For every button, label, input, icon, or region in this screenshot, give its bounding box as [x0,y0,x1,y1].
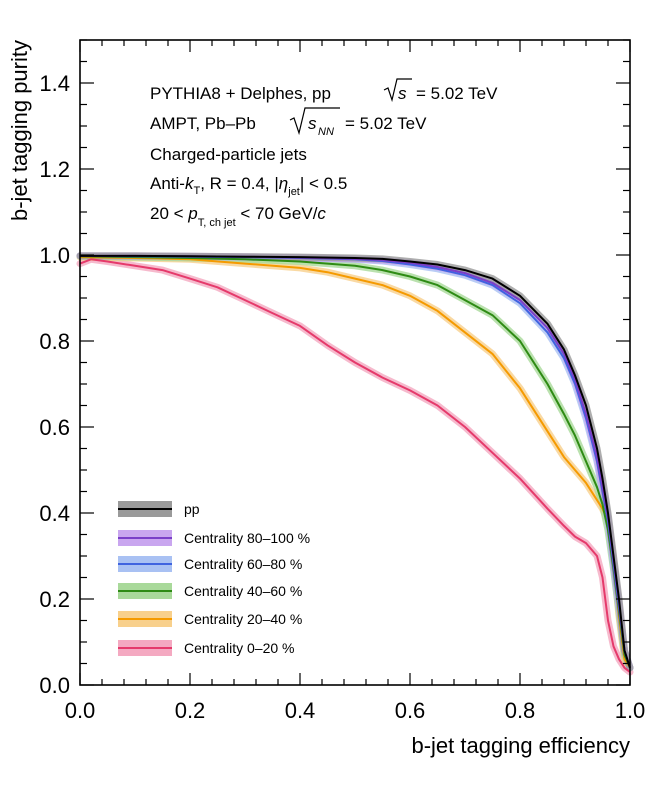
y-tick-label: 0.6 [39,415,70,440]
annotation-line-2: AMPT, Pb–Pb [150,114,256,133]
series-line [80,254,631,669]
y-tick-label: 0.0 [39,673,70,698]
legend-label: Centrality 0–20 % [184,640,295,656]
legend-label: Centrality 40–60 % [184,583,302,599]
legend-label: Centrality 60–80 % [184,556,302,572]
annotation-line-1-energy: = 5.02 TeV [416,84,498,103]
x-tick-label: 0.6 [395,698,426,723]
x-tick-label: 1.0 [615,698,646,723]
annotation-line-2-energy: = 5.02 TeV [345,114,427,133]
svg-text:NN: NN [318,126,334,138]
axis-ticks: 0.0 0.2 0.4 0.6 0.8 1.0 0.0 0.2 0.4 0.6 0.8 1.0 1.2 1… [39,39,646,723]
y-tick-label: 0.2 [39,587,70,612]
data-curves [76,252,634,676]
annotation-line-3: Charged-particle jets [150,145,307,164]
y-tick-label: 1.4 [39,71,70,96]
svg-text:s: s [308,114,317,133]
y-tick-label: 1.0 [39,243,70,268]
y-tick-label: 0.4 [39,501,70,526]
svg-text:s: s [398,84,407,103]
y-tick-label: 0.8 [39,329,70,354]
x-tick-label: 0.8 [505,698,536,723]
sqrt-snn-symbol: s NN [289,107,340,138]
legend-label: Centrality 20–40 % [184,611,302,627]
y-axis-title: b-jet tagging purity [7,40,32,221]
x-axis-title: b-jet tagging efficiency [411,733,630,758]
annotation-line-1: PYTHIA8 + Delphes, pp [150,84,331,103]
annotation-line-4: Anti-kT, R = 0.4, |ηjet| < 0.5 [150,174,347,198]
legend: pp Centrality 80–100 % Centrality 60–80 % C… [118,501,310,656]
sqrt-s-symbol: s [383,78,412,103]
annotation-block: PYTHIA8 + Delphes, pp s = 5.02 TeV AMPT,… [150,78,498,229]
x-tick-label: 0.4 [285,698,316,723]
legend-label: pp [184,501,200,517]
legend-label: Centrality 80–100 % [184,530,310,546]
x-tick-label: 0.0 [65,698,96,723]
annotation-line-5: 20 < pT, ch jet < 70 GeV/c [150,204,326,229]
series-line [79,258,631,673]
y-tick-label: 1.2 [39,157,70,182]
x-tick-label: 0.2 [175,698,206,723]
